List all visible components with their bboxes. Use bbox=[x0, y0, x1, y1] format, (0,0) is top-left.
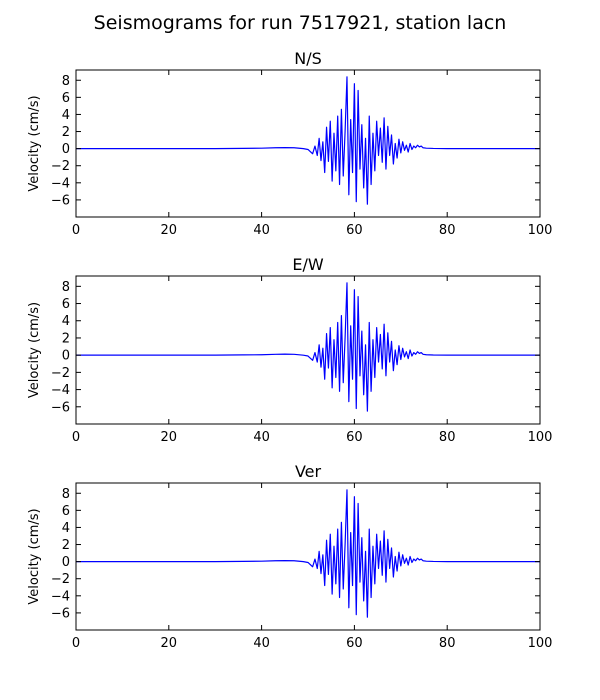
y-tick-label: 6 bbox=[62, 297, 70, 312]
y-tick-label: 6 bbox=[62, 91, 70, 106]
x-tick-label: 100 bbox=[528, 223, 553, 238]
y-tick-label: 4 bbox=[62, 314, 70, 329]
panel-title: Ver bbox=[295, 462, 322, 481]
x-tick-label: 100 bbox=[528, 430, 553, 445]
axes-frame bbox=[75, 69, 541, 218]
y-tick-label: −4 bbox=[51, 589, 70, 604]
y-tick-label: 2 bbox=[62, 538, 70, 553]
panel-ew: E/W 0 20 40 60 80 100 −6 −4 −2 0 2 4 6 8 Velocity (cm/s… bbox=[27, 255, 552, 445]
y-tick-label: 0 bbox=[62, 349, 70, 364]
y-tick-label: 8 bbox=[62, 280, 70, 295]
x-tick-label: 40 bbox=[253, 636, 270, 651]
panel-ns: N/S 0 20 40 60 80 100 −6 −4 −2 0 2 4 6 8 Velocity (cm/s… bbox=[27, 49, 552, 238]
y-axis-label: Velocity (cm/s) bbox=[27, 302, 42, 398]
y-axis-label: Velocity (cm/s) bbox=[27, 508, 42, 604]
x-tick-label: 80 bbox=[439, 430, 456, 445]
axes-frame bbox=[75, 275, 541, 425]
x-tick-label: 60 bbox=[346, 223, 363, 238]
x-tick-label: 20 bbox=[161, 430, 178, 445]
y-tick-label: 4 bbox=[62, 521, 70, 536]
figure-suptitle: Seismograms for run 7517921, station lac… bbox=[94, 12, 507, 34]
y-tick-label: −6 bbox=[51, 606, 70, 621]
velocity-trace bbox=[76, 282, 540, 412]
y-tick-label: 0 bbox=[62, 555, 70, 570]
panel-ver: Ver 0 20 40 60 80 100 −6 −4 −2 0 2 4 6 8 Velocity (cm/s… bbox=[27, 462, 552, 651]
x-tick-label: 60 bbox=[346, 430, 363, 445]
x-tick-label: 40 bbox=[253, 223, 270, 238]
y-tick-label: 2 bbox=[62, 331, 70, 346]
x-tick-label: 80 bbox=[439, 223, 456, 238]
y-tick-label: −2 bbox=[51, 159, 70, 174]
x-tick-label: 80 bbox=[439, 636, 456, 651]
x-tick-label: 60 bbox=[346, 636, 363, 651]
y-tick-label: 8 bbox=[62, 74, 70, 89]
panel-title: E/W bbox=[292, 255, 324, 274]
x-tick-label: 0 bbox=[72, 223, 80, 238]
x-tick-label: 40 bbox=[253, 430, 270, 445]
y-tick-label: −6 bbox=[51, 193, 70, 208]
y-tick-label: −2 bbox=[51, 572, 70, 587]
y-tick-label: 4 bbox=[62, 108, 70, 123]
y-tick-label: 8 bbox=[62, 487, 70, 502]
y-axis-label: Velocity (cm/s) bbox=[27, 95, 42, 191]
velocity-trace bbox=[76, 489, 540, 618]
x-tick-label: 0 bbox=[72, 636, 80, 651]
x-tick-label: 0 bbox=[72, 430, 80, 445]
y-tick-label: −4 bbox=[51, 383, 70, 398]
axes-frame bbox=[75, 482, 541, 631]
panel-title: N/S bbox=[294, 49, 322, 68]
y-tick-label: −6 bbox=[51, 400, 70, 415]
y-tick-label: 0 bbox=[62, 142, 70, 157]
x-tick-label: 20 bbox=[161, 223, 178, 238]
y-tick-label: 6 bbox=[62, 504, 70, 519]
x-tick-label: 20 bbox=[161, 636, 178, 651]
velocity-trace bbox=[76, 76, 540, 205]
x-tick-label: 100 bbox=[528, 636, 553, 651]
y-tick-label: 2 bbox=[62, 125, 70, 140]
y-tick-label: −4 bbox=[51, 176, 70, 191]
y-tick-label: −2 bbox=[51, 366, 70, 381]
